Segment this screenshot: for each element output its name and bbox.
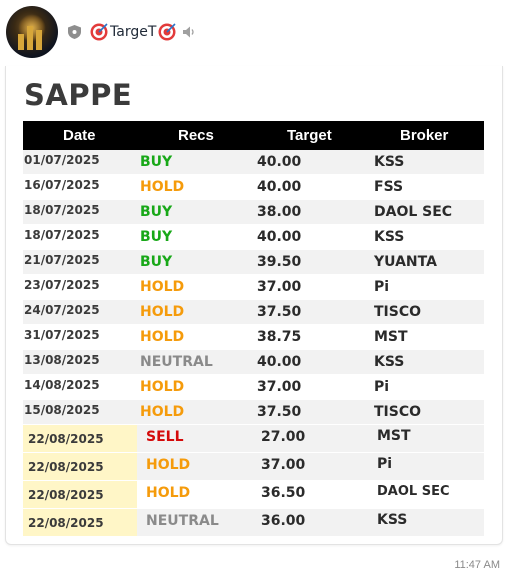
row-date: 18/07/2025 [24, 203, 100, 217]
channel-title[interactable]: TargeT [90, 21, 196, 43]
row-broker: Pi [374, 379, 390, 395]
row-rec: BUY [140, 229, 173, 245]
table-row: 21/07/2025 BUY 39.50 YUANTA [23, 250, 484, 275]
header-date: Date [63, 127, 96, 144]
row-rec: SELL [146, 429, 184, 445]
row-date: 14/08/2025 [24, 378, 100, 392]
muted-speaker-icon[interactable] [182, 25, 196, 39]
row-rec: HOLD [140, 179, 185, 195]
row-rec: HOLD [146, 457, 191, 473]
row-broker: KSS [374, 229, 405, 245]
row-date: 22/08/2025 [28, 488, 104, 502]
table-row: 15/08/2025 HOLD 37.50 TISCO [23, 400, 484, 425]
row-date: 13/08/2025 [24, 353, 100, 367]
row-broker: MST [377, 428, 411, 444]
row-date: 01/07/2025 [24, 153, 100, 167]
row-rec: NEUTRAL [146, 513, 219, 529]
row-broker: TISCO [374, 404, 422, 420]
table-row: 13/08/2025 NEUTRAL 40.00 KSS [23, 350, 484, 375]
row-rec: HOLD [140, 279, 185, 295]
row-date: 16/07/2025 [24, 178, 100, 192]
table-row: 18/07/2025 BUY 40.00 KSS [23, 225, 484, 250]
row-rec: BUY [140, 154, 173, 170]
table-row-highlighted: 22/08/2025 HOLD 36.50 DAOL SEC [23, 481, 484, 509]
table-row-highlighted: 22/08/2025 NEUTRAL 36.00 KSS [23, 509, 484, 537]
channel-header: TargeT [0, 0, 506, 62]
table-row-highlighted: 22/08/2025 HOLD 37.00 Pi [23, 453, 484, 481]
table-row: 18/07/2025 BUY 38.00 DAOL SEC [23, 200, 484, 225]
row-rec: HOLD [140, 404, 185, 420]
table-row: 23/07/2025 HOLD 37.00 Pi [23, 275, 484, 300]
row-date: 24/07/2025 [24, 303, 100, 317]
row-target: 40.00 [257, 229, 302, 245]
row-date: 22/08/2025 [28, 516, 104, 530]
row-broker: MST [374, 329, 408, 345]
row-rec: HOLD [140, 304, 185, 320]
row-broker: YUANTA [374, 254, 437, 270]
channel-avatar[interactable] [6, 6, 58, 58]
row-target: 40.00 [257, 354, 302, 370]
row-rec: BUY [140, 204, 173, 220]
row-broker: DAOL SEC [374, 204, 453, 220]
shield-icon [68, 25, 81, 39]
row-broker: KSS [374, 154, 405, 170]
row-rec: HOLD [140, 329, 185, 345]
row-broker: KSS [374, 354, 405, 370]
header-broker: Broker [400, 127, 449, 144]
table-header: Date Recs Target Broker [23, 121, 484, 150]
table-row: 14/08/2025 HOLD 37.00 Pi [23, 375, 484, 400]
table-row: 01/07/2025 BUY 40.00 KSS [23, 150, 484, 175]
post-title: SAPPE [24, 78, 133, 112]
row-target: 36.50 [261, 485, 306, 501]
row-broker: DAOL SEC [377, 484, 450, 499]
row-date: 22/08/2025 [28, 432, 104, 446]
table-row: 16/07/2025 HOLD 40.00 FSS [23, 175, 484, 200]
row-target: 40.00 [257, 179, 302, 195]
date-highlight [23, 481, 137, 508]
table-row: 31/07/2025 HOLD 38.75 MST [23, 325, 484, 350]
row-target: 38.75 [257, 329, 302, 345]
row-broker: FSS [374, 179, 404, 195]
row-target: 37.00 [257, 279, 302, 295]
date-highlight [23, 425, 137, 452]
target-dart-icon [90, 23, 108, 41]
table-row-highlighted: 22/08/2025 SELL 27.00 MST [23, 425, 484, 453]
row-broker: Pi [377, 456, 393, 472]
row-broker: Pi [374, 279, 390, 295]
recommendation-table: Date Recs Target Broker 01/07/2025 BUY 40.… [23, 121, 484, 537]
date-highlight [23, 453, 137, 480]
target-dart-icon [158, 23, 176, 41]
row-rec: HOLD [140, 379, 185, 395]
message-bubble: SAPPE Date Recs Target Broker 01/07/2025… [5, 66, 503, 545]
row-date: 15/08/2025 [24, 403, 100, 417]
row-rec: BUY [140, 254, 173, 270]
row-target: 36.00 [261, 513, 306, 529]
row-target: 37.00 [257, 379, 302, 395]
row-target: 37.50 [257, 404, 302, 420]
row-target: 38.00 [257, 204, 302, 220]
row-rec: NEUTRAL [140, 354, 213, 370]
header-recs: Recs [178, 127, 214, 144]
header-target: Target [287, 127, 332, 144]
row-date: 18/07/2025 [24, 228, 100, 242]
message-time: 11:47 AM [454, 559, 500, 571]
row-target: 40.00 [257, 154, 302, 170]
row-rec: HOLD [146, 485, 191, 501]
table-row: 24/07/2025 HOLD 37.50 TISCO [23, 300, 484, 325]
row-target: 37.00 [261, 457, 306, 473]
row-date: 22/08/2025 [28, 460, 104, 474]
row-target: 37.50 [257, 304, 302, 320]
row-broker: TISCO [374, 304, 422, 320]
row-target: 39.50 [257, 254, 302, 270]
channel-name: TargeT [110, 24, 157, 40]
date-highlight [23, 509, 137, 536]
row-date: 21/07/2025 [24, 253, 100, 267]
row-date: 31/07/2025 [24, 328, 100, 342]
row-date: 23/07/2025 [24, 278, 100, 292]
row-broker: KSS [377, 512, 408, 528]
row-target: 27.00 [261, 429, 306, 445]
